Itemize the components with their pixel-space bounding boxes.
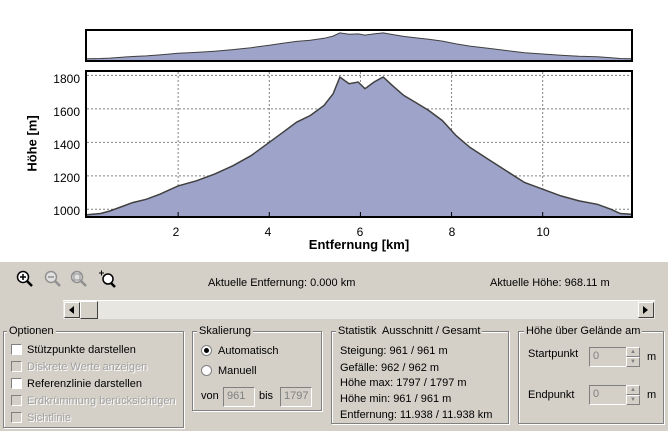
checkbox-label: Erdkrümmung berücksichtigen — [27, 395, 176, 407]
checkbox-stuetzpunkte[interactable] — [11, 344, 22, 355]
stat-line: Höhe min: 961 / 961 m — [340, 393, 452, 405]
scroll-right-button[interactable] — [638, 302, 654, 318]
checkbox-diskrete-werte — [11, 361, 22, 372]
profile-chart[interactable] — [85, 70, 633, 218]
y-tick-label: 1000 — [53, 204, 80, 218]
scroll-left-button[interactable] — [64, 302, 80, 318]
statistics-title: Statistik Ausschnitt / Gesamt — [336, 325, 483, 337]
zoom-select-icon[interactable] — [98, 270, 116, 288]
checkbox-label: Diskrete Werte anzeigen — [27, 361, 148, 373]
zoom-out-icon[interactable] — [44, 270, 62, 288]
to-field[interactable]: 1797 — [280, 387, 312, 407]
arrow-left-icon — [69, 306, 74, 314]
stat-line: Gefälle: 962 / 962 m — [340, 362, 440, 374]
from-label: von — [201, 390, 219, 402]
end-point-unit: m — [647, 389, 657, 401]
start-point-spinner[interactable]: ▲ ▼ — [626, 347, 640, 367]
start-point-field[interactable]: 0 — [589, 347, 627, 367]
to-label: bis — [259, 390, 274, 402]
overview-chart[interactable] — [85, 29, 633, 62]
start-point-unit: m — [647, 351, 657, 363]
y-tick-label: 1600 — [53, 105, 80, 119]
radio-dot — [204, 348, 209, 353]
checkbox-label: Sichtlinie — [27, 412, 72, 424]
checkbox-erdkruemmung — [11, 395, 22, 406]
radio-automatic[interactable] — [201, 345, 212, 356]
overview-svg — [86, 32, 632, 60]
x-tick-label: 8 — [448, 225, 456, 239]
spin-down-icon[interactable]: ▼ — [626, 395, 640, 405]
scaling-group — [192, 331, 322, 411]
radio-manual[interactable] — [201, 365, 212, 376]
elevation-area — [87, 77, 631, 216]
overview-line — [86, 32, 632, 60]
x-axis-label: Entfernung [km] — [308, 237, 410, 252]
radio-automatic-label: Automatisch — [218, 345, 279, 357]
options-title: Optionen — [7, 325, 56, 337]
radio-manual-label: Manuell — [218, 365, 257, 377]
end-point-label: Endpunkt — [528, 389, 575, 401]
x-tick-label: 10 — [536, 225, 550, 239]
scaling-title: Skalierung — [197, 325, 253, 337]
checkbox-sichtlinie — [11, 412, 22, 423]
terrain-height-title: Höhe über Gelände am — [524, 325, 643, 337]
zoom-in-icon[interactable] — [16, 270, 34, 288]
arrow-right-icon — [643, 306, 648, 314]
end-point-field[interactable]: 0 — [589, 385, 627, 405]
terrain-height-group — [518, 331, 664, 424]
chart-panel: 1800 1600 1400 1200 1000 2 4 6 8 10 Höhe… — [0, 0, 668, 262]
from-field[interactable]: 961 — [223, 387, 255, 407]
y-tick-label: 1200 — [53, 171, 80, 185]
zoom-fit-icon[interactable] — [70, 270, 88, 288]
profile-svg — [87, 72, 631, 216]
stat-line: Steigung: 961 / 961 m — [340, 345, 448, 357]
checkbox-label: Referenzlinie darstellen — [27, 378, 142, 390]
elevation-line — [87, 75, 631, 216]
y-tick-label: 1800 — [53, 72, 80, 86]
options-group — [3, 331, 184, 428]
stat-line: Höhe max: 1797 / 1797 m — [340, 377, 467, 389]
current-distance-status: Aktuelle Entfernung: 0.000 km — [208, 277, 356, 289]
stat-line: Entfernung: 11.938 / 11.938 km — [340, 409, 493, 421]
x-tick-label: 2 — [172, 225, 180, 239]
horizontal-scrollbar[interactable] — [63, 300, 655, 319]
spin-up-icon[interactable]: ▲ — [626, 347, 640, 357]
x-tick-label: 6 — [356, 225, 364, 239]
y-axis-label: Höhe [m] — [24, 115, 40, 172]
spin-up-icon[interactable]: ▲ — [626, 385, 640, 395]
x-tick-label: 4 — [264, 225, 272, 239]
checkbox-referenzlinie[interactable] — [11, 378, 22, 389]
scroll-thumb[interactable] — [80, 301, 98, 319]
current-height-status: Aktuelle Höhe: 968.11 m — [490, 277, 610, 289]
start-point-label: Startpunkt — [528, 348, 579, 360]
y-tick-label: 1400 — [53, 138, 80, 152]
checkbox-label: Stützpunkte darstellen — [27, 344, 136, 356]
spin-down-icon[interactable]: ▼ — [626, 357, 640, 367]
overview-area — [87, 32, 631, 60]
end-point-spinner[interactable]: ▲ ▼ — [626, 385, 640, 405]
